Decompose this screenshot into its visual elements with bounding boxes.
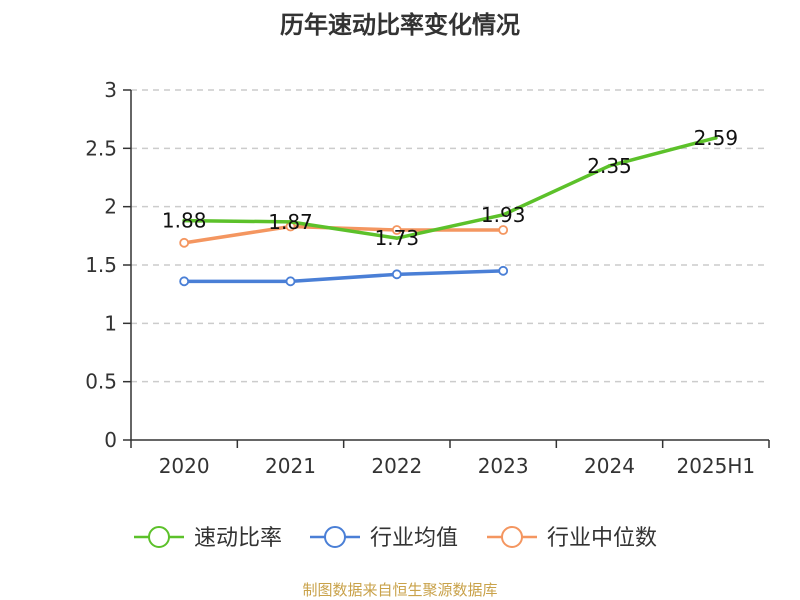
data-labels: 1.88 1.87 1.73 1.93 2.35 2.59 [162, 126, 738, 250]
legend-label: 行业均值 [370, 526, 458, 551]
data-label: 2.59 [694, 126, 739, 150]
legend-marker [324, 526, 346, 548]
legend-marker [501, 526, 523, 548]
data-point [501, 213, 505, 217]
legend-item: 行业均值 [310, 526, 458, 551]
data-label: 1.73 [375, 226, 420, 250]
data-point [714, 136, 718, 140]
data-point [179, 276, 190, 287]
y-tick-label: 1 [104, 311, 117, 335]
data-point [179, 237, 190, 248]
y-tick-label: 2 [104, 195, 117, 219]
data-point [607, 164, 612, 168]
series-line-0 [182, 136, 718, 240]
y-tick-label: 0.5 [85, 370, 117, 394]
data-point [285, 276, 296, 287]
data-label: 1.93 [481, 203, 526, 227]
y-tick-label: 3 [104, 78, 117, 102]
data-point [391, 225, 402, 235]
series-layer [179, 136, 718, 287]
legend-label: 速动比率 [194, 526, 282, 551]
source-note: 制图数据来自恒生聚源数据库 [302, 581, 497, 599]
x-tick-label: 2022 [371, 454, 422, 478]
data-point [182, 218, 186, 223]
data-point [498, 225, 509, 235]
x-tick-label: 2025H1 [676, 454, 755, 478]
x-tick-label: 2020 [159, 454, 210, 478]
legend: 速动比率 行业均值 行业中位数 [134, 526, 657, 551]
legend-item: 速动比率 [134, 526, 282, 551]
data-label: 1.87 [268, 210, 313, 234]
legend-item: 行业中位数 [487, 526, 657, 551]
y-tick-label: 0 [104, 428, 117, 452]
data-point [498, 265, 509, 276]
legend-marker [148, 526, 170, 548]
data-label: 1.88 [162, 209, 207, 233]
data-point [391, 269, 402, 280]
data-point [288, 220, 293, 224]
chart-title: 历年速动比率变化情况 [280, 11, 520, 39]
legend-label: 行业中位数 [547, 526, 657, 551]
x-tick-label: 2023 [478, 454, 529, 478]
x-tick-label: 2024 [584, 454, 635, 478]
data-point [395, 236, 399, 240]
y-tick-label: 2.5 [85, 136, 117, 160]
series-line-1 [182, 269, 505, 284]
grid-lines [131, 89, 769, 383]
x-tick-label: 2021 [265, 454, 316, 478]
axes: 0 0.5 1 1.5 2 2.5 3 2020 2021 2022 2023 2024 2025H1 [85, 78, 770, 478]
y-tick-label: 1.5 [85, 253, 117, 277]
data-label: 2.35 [587, 154, 632, 178]
